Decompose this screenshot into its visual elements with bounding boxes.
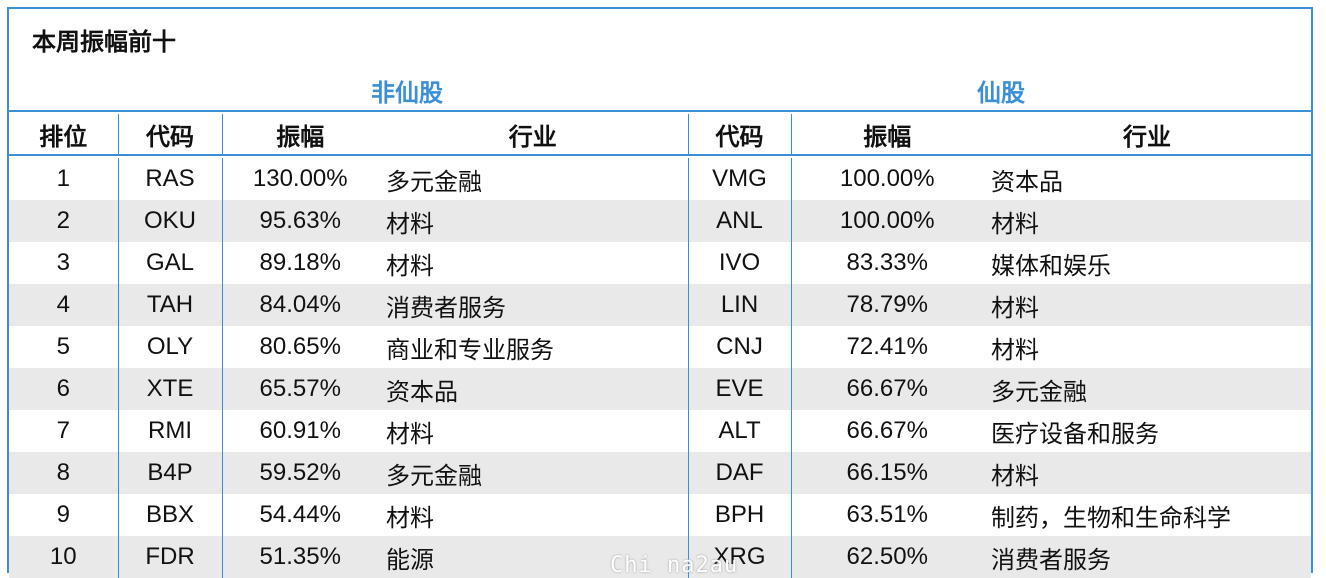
industry-cell-left: 材料 xyxy=(386,503,434,532)
code-cell-right: XRG xyxy=(687,536,791,578)
table-row: 3 GAL 89.18% 材料 IVO 83.33% 媒体和娱乐 xyxy=(9,242,1311,284)
col-header-industry-left: 行业 xyxy=(508,122,557,151)
page-title: 本周振幅前十 xyxy=(32,28,176,56)
industry-cell-left: 能源 xyxy=(378,536,688,578)
table-row: 6 XTE 65.57% 资本品 EVE 66.67% 多元金融 xyxy=(9,368,1311,410)
code-cell-left: TAH xyxy=(117,284,222,326)
table-row: 5 OLY 80.65% 商业和专业服务 CNJ 72.41% 材料 xyxy=(9,326,1311,368)
amplitude-cell-right: 62.50% xyxy=(790,536,983,578)
col-header-amplitude-right: 振幅 xyxy=(790,114,983,154)
code-cell-right: DAF xyxy=(687,452,791,494)
code-cell-right: CNJ xyxy=(687,326,791,368)
rank-cell: 10 xyxy=(9,536,118,578)
amplitude-cell-right: 100.00% xyxy=(790,158,983,200)
amplitude-cell-right: 66.67% xyxy=(790,368,983,410)
group-header-non-penny: 非仙股 xyxy=(371,79,443,107)
rank-cell: 8 xyxy=(9,452,118,494)
industry-cell-right: 资本品 xyxy=(991,167,1063,196)
table-row: 7 RMI 60.91% 材料 ALT 66.67% 医疗设备和服务 xyxy=(9,410,1311,452)
industry-cell-right: 媒体和娱乐 xyxy=(991,251,1111,280)
industry-cell-left: 材料 xyxy=(378,200,688,242)
industry-cell-left: 消费者服务 xyxy=(378,284,688,326)
col-header-amplitude-left: 振幅 xyxy=(221,114,378,154)
amplitude-table: 排位 代码 振幅 行业 代码 振幅 行业 1 RAS 130.00% 多元金融 VMG 1… xyxy=(9,114,1311,578)
col-header-code-right: 代码 xyxy=(687,114,791,154)
code-cell-right: LIN xyxy=(687,284,791,326)
col-header-industry-right: 行业 xyxy=(1123,122,1171,151)
industry-cell-right: 材料 xyxy=(983,200,1311,242)
rank-cell: 7 xyxy=(56,417,70,444)
table-row: 8 B4P 59.52% 多元金融 DAF 66.15% 材料 xyxy=(9,452,1311,494)
amplitude-cell-right: 66.67% xyxy=(790,410,983,452)
amplitude-cell-left: 60.91% xyxy=(221,410,378,452)
code-cell-right: ALT xyxy=(687,410,791,452)
industry-cell-right: 材料 xyxy=(983,452,1311,494)
industry-cell-left: 商业和专业服务 xyxy=(386,335,554,364)
rank-cell: 1 xyxy=(56,165,70,192)
code-cell-right: ANL xyxy=(687,200,791,242)
rank-cell: 6 xyxy=(9,368,118,410)
code-cell-left: RMI xyxy=(117,410,222,452)
code-cell-left: FDR xyxy=(117,536,222,578)
amplitude-cell-left: 95.63% xyxy=(221,200,378,242)
table-header-row: 排位 代码 振幅 行业 代码 振幅 行业 xyxy=(9,114,1311,154)
col-header-rank: 排位 xyxy=(39,122,88,151)
amplitude-cell-left: 89.18% xyxy=(221,242,378,284)
rank-cell: 5 xyxy=(56,333,70,360)
code-cell-left: B4P xyxy=(117,452,222,494)
amplitude-cell-right: 72.41% xyxy=(790,326,983,368)
table-row: 1 RAS 130.00% 多元金融 VMG 100.00% 资本品 xyxy=(9,158,1311,200)
table-row: 9 BBX 54.44% 材料 BPH 63.51% 制药，生物和生命科学 xyxy=(9,494,1311,536)
amplitude-cell-left: 65.57% xyxy=(221,368,378,410)
code-cell-left: XTE xyxy=(117,368,222,410)
amplitude-cell-left: 51.35% xyxy=(221,536,378,578)
col-header-code-left: 代码 xyxy=(117,114,222,154)
industry-cell-left: 多元金融 xyxy=(378,452,688,494)
industry-cell-right: 材料 xyxy=(991,335,1039,364)
industry-cell-right: 医疗设备和服务 xyxy=(991,419,1159,448)
industry-cell-right: 消费者服务 xyxy=(983,536,1311,578)
amplitude-cell-right: 66.15% xyxy=(790,452,983,494)
code-cell-left: BBX xyxy=(117,494,222,536)
header-bottom-rule xyxy=(7,154,1313,156)
code-cell-left: OKU xyxy=(117,200,222,242)
code-cell-right: IVO xyxy=(687,242,791,284)
amplitude-cell-left: 84.04% xyxy=(221,284,378,326)
group-header-penny: 仙股 xyxy=(977,79,1025,107)
amplitude-cell-left: 80.65% xyxy=(221,326,378,368)
industry-cell-left: 多元金融 xyxy=(386,167,482,196)
rank-cell: 3 xyxy=(56,249,70,276)
industry-cell-left: 资本品 xyxy=(378,368,688,410)
code-cell-left: GAL xyxy=(117,242,222,284)
amplitude-cell-right: 100.00% xyxy=(790,200,983,242)
code-cell-right: VMG xyxy=(687,158,791,200)
amplitude-cell-left: 59.52% xyxy=(221,452,378,494)
amplitude-cell-right: 78.79% xyxy=(790,284,983,326)
table-row: 2 OKU 95.63% 材料 ANL 100.00% 材料 xyxy=(9,200,1311,242)
industry-cell-left: 材料 xyxy=(386,251,434,280)
amplitude-cell-left: 54.44% xyxy=(221,494,378,536)
code-cell-left: RAS xyxy=(117,158,222,200)
rank-cell: 9 xyxy=(56,501,70,528)
amplitude-cell-right: 83.33% xyxy=(790,242,983,284)
code-cell-left: OLY xyxy=(117,326,222,368)
industry-cell-right: 材料 xyxy=(983,284,1311,326)
header-top-rule xyxy=(7,110,1313,112)
industry-cell-right: 制药，生物和生命科学 xyxy=(991,503,1231,532)
industry-cell-right: 多元金融 xyxy=(983,368,1311,410)
table-row: 10 FDR 51.35% 能源 XRG 62.50% 消费者服务 xyxy=(9,536,1311,578)
amplitude-cell-right: 63.51% xyxy=(790,494,983,536)
rank-cell: 2 xyxy=(9,200,118,242)
code-cell-right: EVE xyxy=(687,368,791,410)
amplitude-cell-left: 130.00% xyxy=(221,158,378,200)
table-row: 4 TAH 84.04% 消费者服务 LIN 78.79% 材料 xyxy=(9,284,1311,326)
code-cell-right: BPH xyxy=(687,494,791,536)
industry-cell-left: 材料 xyxy=(386,419,434,448)
watermark-text: Chi na2au xyxy=(610,553,739,578)
rank-cell: 4 xyxy=(9,284,118,326)
